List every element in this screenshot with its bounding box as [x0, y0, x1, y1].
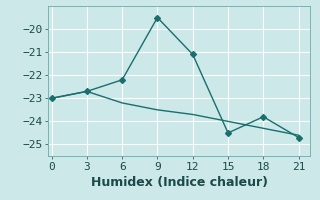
X-axis label: Humidex (Indice chaleur): Humidex (Indice chaleur): [91, 176, 268, 189]
